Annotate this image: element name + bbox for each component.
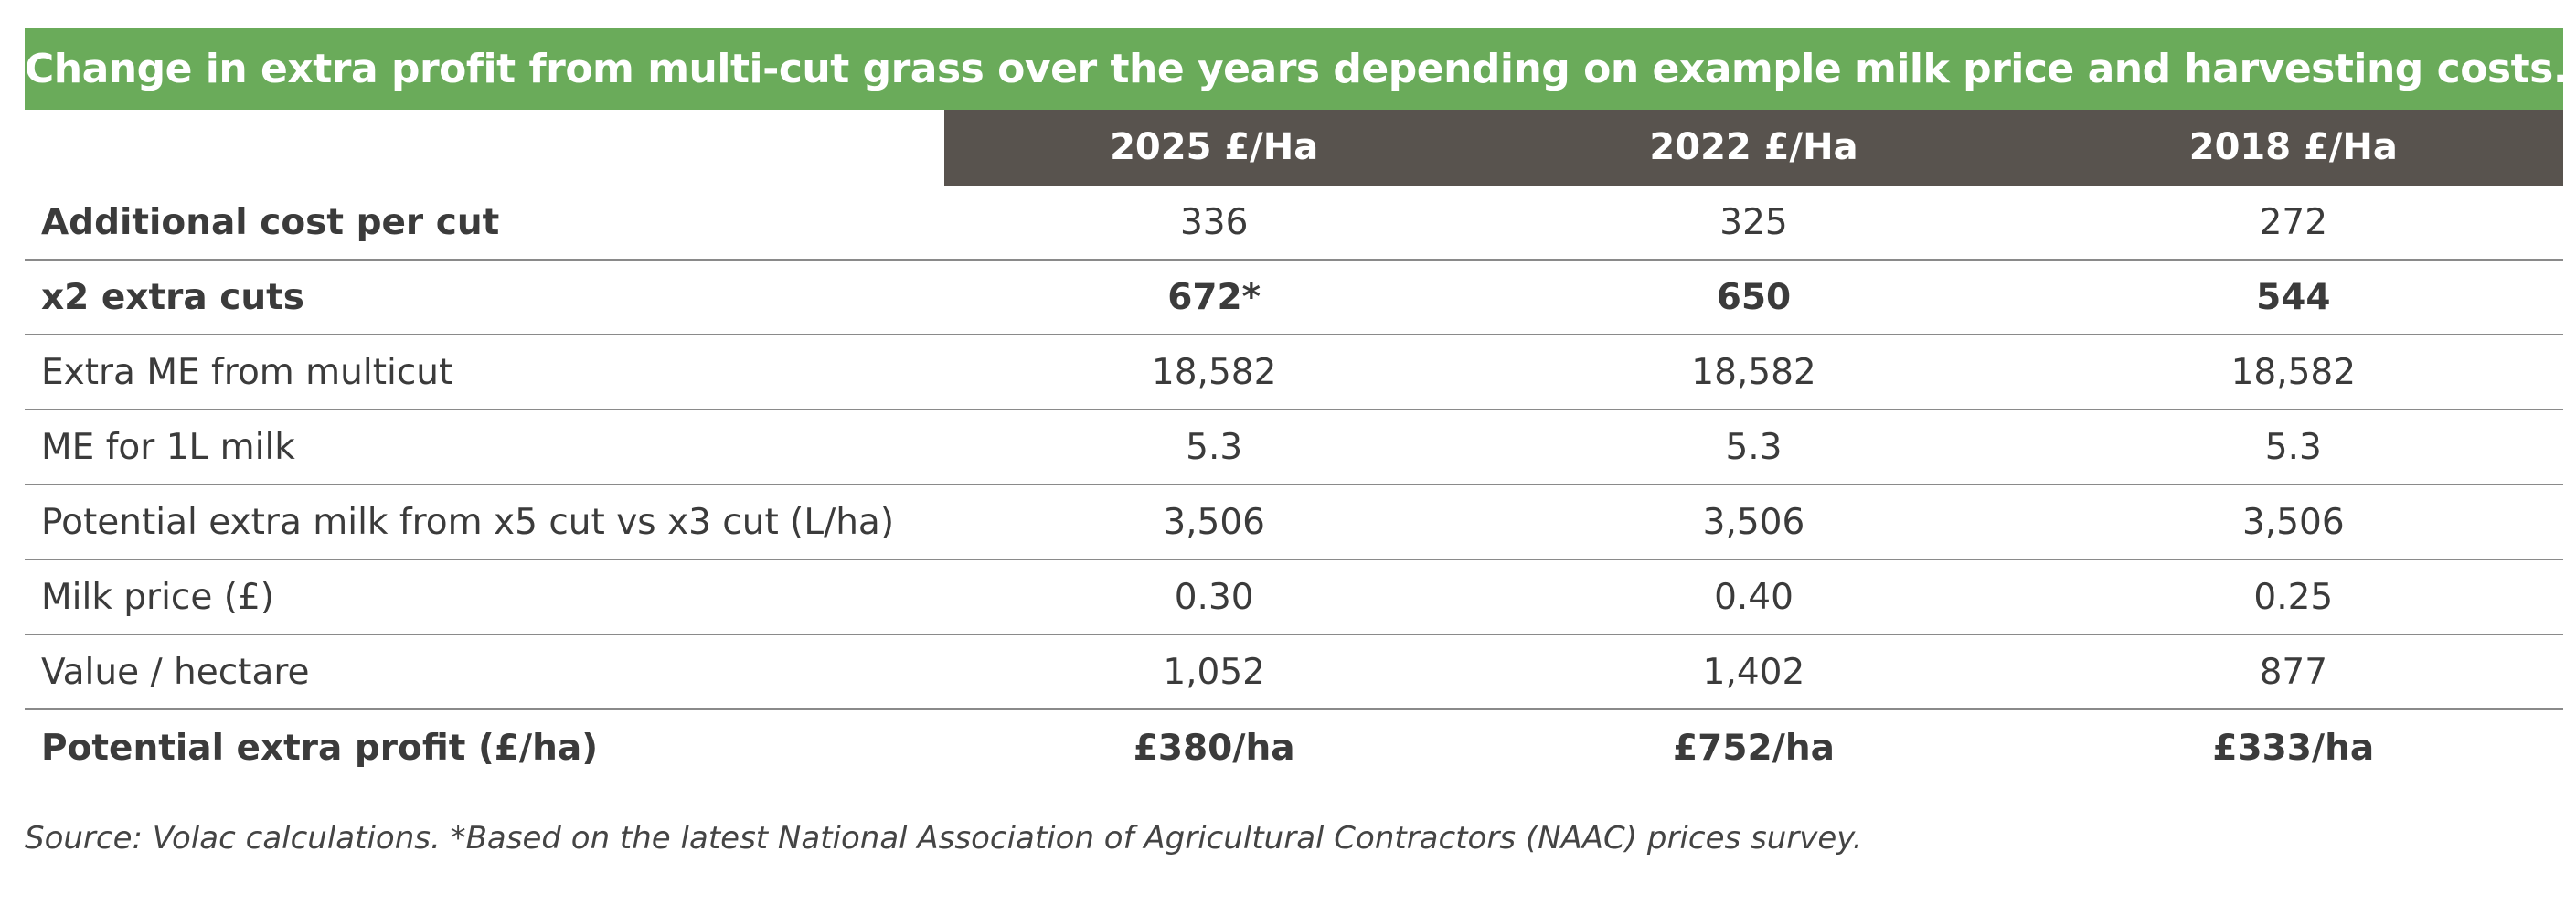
table-cell: 0.30 (1174, 576, 1254, 618)
column-header-2022: 2022 £/Ha (1649, 126, 1858, 168)
table-row: Potential extra milk from x5 cut vs x3 c… (25, 485, 2563, 560)
column-header-row: 2025 £/Ha 2022 £/Ha 2018 £/Ha (944, 110, 2563, 186)
row-label: Potential extra milk from x5 cut vs x3 c… (41, 501, 895, 543)
row-label: x2 extra cuts (41, 276, 304, 318)
table-cell: 0.25 (2253, 576, 2334, 618)
table-cell: 672* (1167, 276, 1261, 318)
table-row: Additional cost per cut 336 325 272 (25, 186, 2563, 261)
table-cell: 5.3 (1186, 426, 1243, 468)
table-title: Change in extra profit from multi-cut gr… (25, 28, 2569, 110)
data-table: Additional cost per cut 336 325 272 x2 e… (25, 186, 2563, 786)
table-cell: £333/ha (2212, 728, 2375, 769)
table-cell: 325 (1719, 201, 1788, 243)
column-header-2018: 2018 £/Ha (2188, 126, 2398, 168)
row-label: Extra ME from multicut (41, 351, 453, 393)
table-cell: 18,582 (2230, 351, 2357, 393)
table-cell: 0.40 (1714, 576, 1794, 618)
table-cell: 1,052 (1163, 651, 1265, 693)
table-row: Potential extra profit (£/ha) £380/ha £7… (25, 710, 2563, 786)
table-cell: £380/ha (1133, 728, 1295, 769)
table-cell: 336 (1179, 201, 1249, 243)
row-label: Additional cost per cut (41, 201, 500, 243)
table-cell: 544 (2256, 276, 2331, 318)
table-cell: 3,506 (1163, 501, 1265, 543)
row-label: ME for 1L milk (41, 426, 295, 468)
table-cell: 18,582 (1151, 351, 1277, 393)
table-row: Value / hectare 1,052 1,402 877 (25, 635, 2563, 710)
table-cell: 3,506 (1702, 501, 1805, 543)
table-cell: 18,582 (1691, 351, 1816, 393)
row-label: Milk price (£) (41, 576, 275, 618)
table-cell: 5.3 (2264, 426, 2322, 468)
table-row: Milk price (£) 0.30 0.40 0.25 (25, 560, 2563, 635)
table-row: ME for 1L milk 5.3 5.3 5.3 (25, 410, 2563, 485)
source-footnote: Source: Volac calculations. *Based on th… (25, 820, 1863, 857)
table-cell: 877 (2259, 651, 2328, 693)
row-label: Value / hectare (41, 651, 310, 693)
table-cell: 650 (1716, 276, 1792, 318)
column-header-2025: 2025 £/Ha (1110, 126, 1319, 168)
table-cell: 272 (2259, 201, 2328, 243)
table-cell: 3,506 (2241, 501, 2345, 543)
table-cell: 1,402 (1702, 651, 1805, 693)
table-row: x2 extra cuts 672* 650 544 (25, 261, 2563, 335)
table-cell: £752/ha (1673, 728, 1835, 769)
row-label: Potential extra profit (£/ha) (41, 728, 599, 769)
table-row: Extra ME from multicut 18,582 18,582 18,… (25, 335, 2563, 410)
table-cell: 5.3 (1725, 426, 1783, 468)
